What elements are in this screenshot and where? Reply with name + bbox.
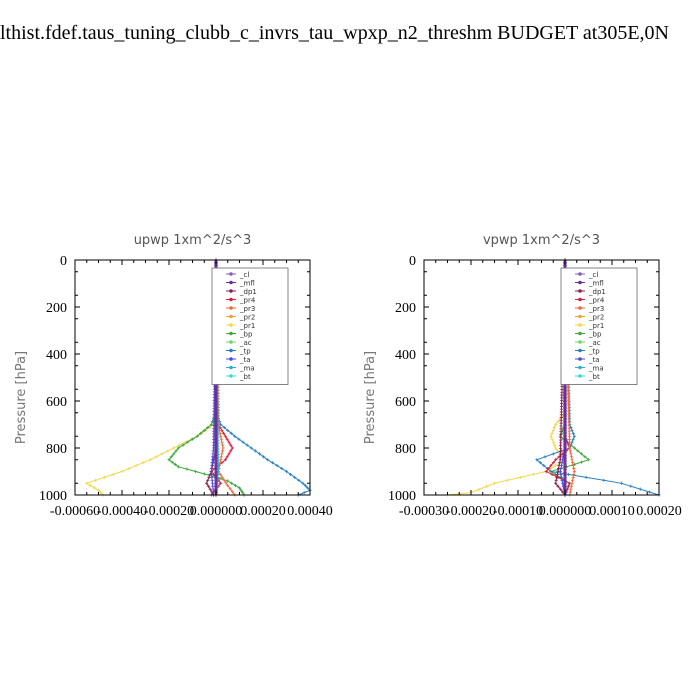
legend-label: _ac <box>588 339 601 347</box>
legend-label: _pr2 <box>239 314 255 322</box>
page-title: lthist.fdef.taus_tuning_clubb_c_invrs_ta… <box>0 22 669 44</box>
legend-swatch-marker <box>229 357 233 361</box>
x-tick-label: 0.00040 <box>287 504 333 519</box>
legend-swatch-marker <box>229 331 233 336</box>
legend-label: _bp <box>239 331 253 339</box>
legend-label: _mfl <box>239 280 255 288</box>
chart-title: upwp 1xm^2/s^3 <box>134 233 252 248</box>
x-tick-label: 0.00020 <box>240 504 286 519</box>
legend-label: _mfl <box>588 280 604 288</box>
legend-swatch-marker <box>229 348 233 353</box>
chart-panel-1: upwp 1xm^2/s^3 Pressure [hPa] 0 200 400 600 80… <box>14 233 333 519</box>
legend-label: _bp <box>588 331 602 339</box>
legend-swatch-marker <box>578 297 582 302</box>
legend-label: _bt <box>239 373 251 381</box>
legend-swatch-marker <box>229 340 233 344</box>
legend-label: _pr2 <box>588 314 604 322</box>
series-pr1 <box>85 258 218 497</box>
y-axis-label: Pressure [hPa] <box>363 351 378 444</box>
legend-swatch-marker <box>578 348 582 353</box>
y-tick-label: 0 <box>409 254 416 269</box>
x-tick-label: 0.000000 <box>190 504 243 519</box>
chart-panel-2: vpwp 1xm^2/s^3 Pressure [hPa] 0 200 400 600 80… <box>363 233 682 519</box>
legend-label: _tp <box>588 348 600 356</box>
legend: _cl_mfl_dp1_pr4_pr3_pr2_pr1_bp_ac_tp_ta_… <box>560 267 638 385</box>
legend-label: _pr3 <box>588 305 604 313</box>
x-tick-label: -0.00040 <box>97 504 147 519</box>
legend-swatch-marker <box>578 323 582 327</box>
legend-swatch-marker <box>229 297 233 302</box>
legend-label: _pr1 <box>239 322 255 330</box>
y-tick-label: 0 <box>60 254 67 269</box>
y-tick-label: 1000 <box>388 489 416 504</box>
legend-label: _ma <box>239 365 255 373</box>
y-tick-label: 200 <box>395 301 416 316</box>
y-tick-label: 600 <box>46 395 67 410</box>
x-tick-label: -0.00020 <box>144 504 194 519</box>
legend-swatch-marker <box>578 289 582 293</box>
legend-box <box>211 267 289 385</box>
y-tick-label: 400 <box>395 348 416 363</box>
legend-swatch-marker <box>229 289 233 293</box>
y-tick-label: 400 <box>46 348 67 363</box>
y-tick-label: 1000 <box>39 489 67 504</box>
series-markers-pr1 <box>85 258 218 497</box>
legend-swatch-marker <box>229 365 233 370</box>
y-tick-label: 800 <box>46 442 67 457</box>
legend-swatch-marker <box>578 314 582 319</box>
x-tick-label: -0.00060 <box>50 504 100 519</box>
legend-swatch-marker <box>229 323 233 327</box>
legend-swatch-marker <box>578 272 582 276</box>
legend-swatch-marker <box>229 280 233 285</box>
chart-title: vpwp 1xm^2/s^3 <box>483 233 600 248</box>
legend-label: _ta <box>588 356 600 364</box>
x-tick-label: -0.00030 <box>399 504 449 519</box>
legend-label: _pr4 <box>588 297 605 305</box>
legend-swatch-marker <box>229 374 233 378</box>
series-pr1 <box>445 258 567 497</box>
legend: _cl_mfl_dp1_pr4_pr3_pr2_pr1_bp_ac_tp_ta_… <box>211 267 289 385</box>
x-tick-label: 0.00020 <box>636 504 682 519</box>
legend-box <box>560 267 638 385</box>
legend-label: _pr3 <box>239 305 255 313</box>
legend-label: _tp <box>239 348 251 356</box>
legend-swatch-marker <box>578 365 582 370</box>
legend-swatch-marker <box>229 272 233 276</box>
y-tick-label: 200 <box>46 301 67 316</box>
legend-swatch-marker <box>578 374 582 378</box>
x-tick-label: -0.00020 <box>446 504 496 519</box>
legend-swatch-marker <box>578 357 582 361</box>
x-tick-label: -0.00010 <box>493 504 543 519</box>
legend-swatch-marker <box>229 306 233 310</box>
legend-label: _ta <box>239 356 251 364</box>
y-tick-label: 600 <box>395 395 416 410</box>
legend-swatch-marker <box>229 314 233 319</box>
series-markers-pr1 <box>445 258 567 497</box>
x-tick-label: 0.00010 <box>589 504 635 519</box>
legend-swatch-marker <box>578 340 582 344</box>
legend-label: _ac <box>239 339 252 347</box>
legend-swatch-marker <box>578 306 582 310</box>
y-tick-label: 800 <box>395 442 416 457</box>
series-line-pr1 <box>447 260 566 496</box>
legend-swatch-marker <box>578 280 582 285</box>
legend-label: _cl <box>588 271 598 279</box>
legend-label: _pr4 <box>239 297 256 305</box>
y-axis-label: Pressure [hPa] <box>14 351 29 444</box>
legend-label: _ma <box>588 365 604 373</box>
legend-label: _bt <box>588 373 600 381</box>
legend-label: _pr1 <box>588 322 604 330</box>
legend-swatch-marker <box>578 331 582 336</box>
x-tick-label: 0.000000 <box>539 504 592 519</box>
legend-label: _cl <box>239 271 249 279</box>
legend-label: _dp1 <box>588 288 606 296</box>
legend-label: _dp1 <box>239 288 257 296</box>
